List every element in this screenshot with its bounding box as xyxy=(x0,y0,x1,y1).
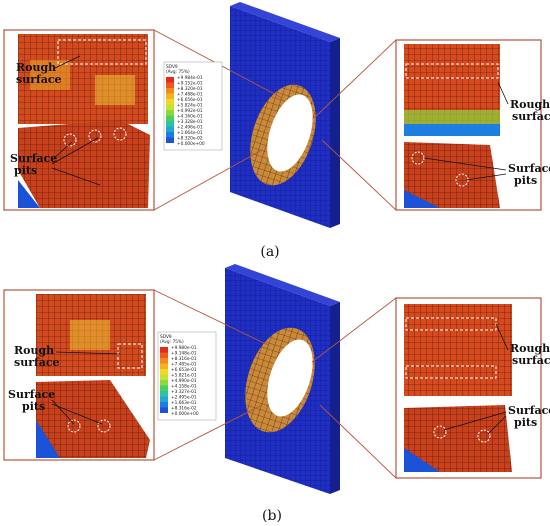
legend-value: +4.160e-01 xyxy=(177,114,203,120)
legend-value: +4.990e-01 xyxy=(171,378,197,384)
label-rough-surface-b: Rough surface xyxy=(14,344,60,369)
zoom-right-b xyxy=(395,297,542,479)
caption-a: (a) xyxy=(260,244,279,260)
legend-swatch xyxy=(160,391,168,397)
legend-value: +6.656e-01 xyxy=(177,97,203,103)
leaders-b xyxy=(51,323,509,435)
legend-value: +7.488e-01 xyxy=(177,92,203,98)
legend-value: +9.148e-01 xyxy=(171,351,197,357)
legend-value: +8.316e-02 xyxy=(171,406,197,412)
legend-swatch xyxy=(166,115,174,121)
zoom-left-b xyxy=(3,289,155,461)
legend-swatch xyxy=(166,88,174,94)
legend-value: +3.328e-01 xyxy=(177,119,203,125)
legend-swatch xyxy=(160,407,168,413)
legend-swatch xyxy=(160,385,168,391)
legend-a: SDV9(Avg: 75%)+9.984e-01+9.152e-01+8.320… xyxy=(163,61,223,151)
zoom-left-a xyxy=(3,29,155,211)
legend-swatch xyxy=(166,137,174,143)
legend-value: +3.327e-01 xyxy=(171,389,197,395)
plate-b xyxy=(225,264,340,494)
legend-value: +0.000e+00 xyxy=(177,141,205,147)
legend-value: +8.320e-01 xyxy=(177,86,203,92)
legend-value: +7.485e-01 xyxy=(171,362,197,368)
legend-value: +9.980e-01 xyxy=(171,345,197,351)
legend-value: +2.496e-01 xyxy=(177,125,203,131)
legend-subtitle: (Avg: 75%) xyxy=(166,69,190,75)
legend-swatch xyxy=(160,369,168,375)
legend-value: +8.320e-02 xyxy=(177,136,203,142)
legend-swatch xyxy=(166,132,174,138)
connectors-b xyxy=(153,289,397,479)
legend-title: SDV9 xyxy=(160,334,172,340)
legend-swatch xyxy=(166,93,174,99)
legend-value: +1.664e-01 xyxy=(177,130,203,136)
label-rough-surface-a: Rough surface xyxy=(16,61,62,86)
legend-value: +5.821e-01 xyxy=(171,373,197,379)
legend-swatch xyxy=(160,363,168,369)
panel-b: SDV9(Avg: 75%)+9.980e-01+9.148e-01+8.316… xyxy=(3,264,550,524)
legend-swatch xyxy=(160,358,168,364)
legend-value: +1.663e-01 xyxy=(171,400,197,406)
plate-a xyxy=(230,2,340,228)
leaders-a xyxy=(51,55,509,186)
legend-swatch xyxy=(160,352,168,358)
legend-value: +0.000e+00 xyxy=(171,411,199,417)
legend-value: +8.316e-01 xyxy=(171,356,197,362)
label-surface-pits-a: Surface pits xyxy=(10,152,57,177)
legend-value: +2.495e-01 xyxy=(171,395,197,401)
legend-swatch xyxy=(166,121,174,127)
legend-swatch xyxy=(160,374,168,380)
legend-value: +9.152e-01 xyxy=(177,81,203,87)
legend-swatch xyxy=(160,402,168,408)
legend-swatch xyxy=(166,99,174,105)
legend-value: +5.824e-01 xyxy=(177,103,203,109)
legend-swatch xyxy=(166,82,174,88)
legend-swatch xyxy=(160,396,168,402)
legend-swatch xyxy=(166,77,174,83)
label-surface-pits-b: Surface pits xyxy=(8,388,55,413)
legend-b: SDV9(Avg: 75%)+9.980e-01+9.148e-01+8.316… xyxy=(157,331,217,421)
legend-swatch xyxy=(160,347,168,353)
legend-swatch xyxy=(160,380,168,386)
panel-a: SDV9(Avg: 75%)+9.984e-01+9.152e-01+8.320… xyxy=(3,2,550,260)
legend-swatch xyxy=(166,126,174,132)
legend-swatch xyxy=(166,110,174,116)
legend-value: +9.984e-01 xyxy=(177,75,203,81)
legend-value: +6.653e-01 xyxy=(171,367,197,373)
legend-title: SDV9 xyxy=(166,64,178,70)
legend-swatch xyxy=(166,104,174,110)
legend-subtitle: (Avg: 75%) xyxy=(160,339,184,345)
legend-value: +4.992e-01 xyxy=(177,108,203,114)
caption-b: (b) xyxy=(262,508,282,524)
legend-value: +4.158e-01 xyxy=(171,384,197,390)
